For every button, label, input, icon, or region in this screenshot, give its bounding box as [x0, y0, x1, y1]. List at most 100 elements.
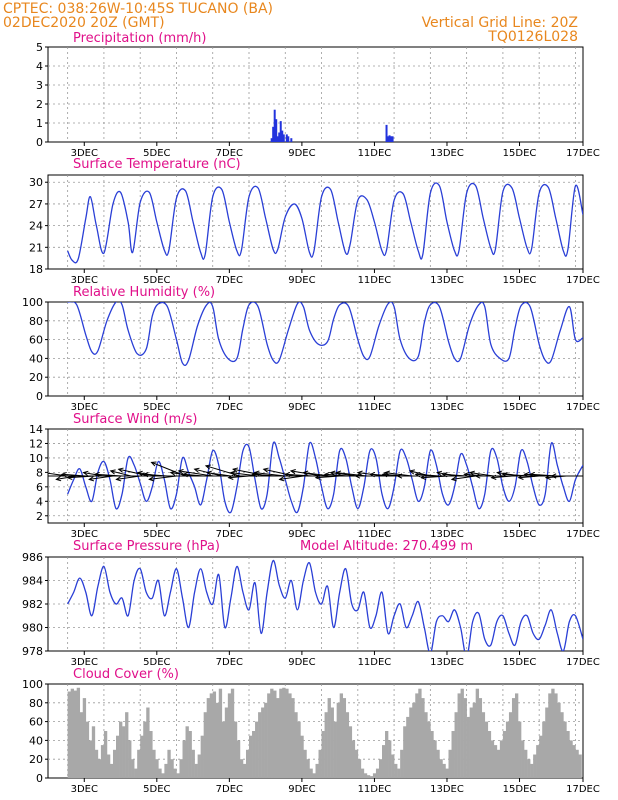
wind-arrow	[324, 473, 349, 477]
cloud-bar	[261, 707, 265, 778]
cloud-bar	[146, 707, 150, 778]
panel-frame	[47, 46, 584, 143]
wind-arrow-head	[517, 474, 524, 480]
x-tick-label: 3DEC	[71, 148, 98, 159]
cloud-bar	[167, 749, 171, 778]
cloud-bar	[524, 749, 528, 778]
wind-arrow	[279, 475, 304, 480]
cloud-bar	[67, 691, 71, 778]
cloud-bar	[490, 740, 495, 778]
plot-area	[67, 302, 583, 367]
cloud-bar	[276, 698, 280, 778]
x-tick-label: 5DEC	[143, 402, 170, 413]
y-tick-label: 40	[29, 352, 43, 365]
wind-arrow	[94, 473, 123, 477]
cloud-bar	[457, 693, 461, 778]
x-tick-label: 7DEC	[216, 529, 243, 540]
cloud-bar	[530, 763, 534, 778]
cloud-bar	[321, 731, 325, 778]
wind-arrow	[178, 470, 213, 477]
cloud-bar	[131, 759, 135, 778]
cloud-bar	[125, 712, 129, 778]
cloud-bar	[149, 731, 153, 778]
cloud-bar	[415, 693, 419, 778]
x-tick-label: 9DEC	[288, 529, 315, 540]
wind-arrow-head	[169, 470, 176, 476]
cloud-bar	[270, 688, 274, 778]
x-tick-label: 7DEC	[216, 402, 243, 413]
y-tick-label: 21	[29, 241, 43, 254]
cloud-bar	[536, 745, 540, 778]
x-tick-label: 7DEC	[216, 784, 243, 795]
cloud-bar	[288, 693, 292, 778]
cloud-bar	[499, 740, 504, 778]
cloud-bar	[103, 731, 108, 778]
wind-arrow	[116, 475, 141, 480]
x-tick-label: 17DEC	[566, 657, 600, 668]
cloud-bar	[560, 712, 564, 778]
wind-arrow	[228, 475, 250, 479]
wind-arrow	[285, 473, 313, 477]
cloud-bar	[406, 716, 410, 778]
wind-arrow-head	[420, 474, 427, 481]
cloud-bar	[85, 721, 90, 778]
cloud-bar	[433, 740, 437, 778]
cloud-bar	[357, 759, 362, 778]
cloud-bar	[318, 749, 322, 778]
y-tick-label: 10	[29, 452, 43, 465]
cloud-bar	[185, 726, 189, 778]
x-tick-label: 3DEC	[71, 784, 98, 795]
precip-bar	[272, 126, 275, 142]
y-tick-label: 27	[29, 198, 43, 211]
precip-bar	[385, 124, 388, 142]
x-tick-label: 15DEC	[503, 148, 537, 159]
cloud-bar	[300, 735, 304, 778]
cloud-bar	[158, 768, 162, 778]
cloud-bar	[363, 773, 368, 778]
x-tick-label: 9DEC	[288, 148, 315, 159]
wind-arrow-head	[474, 473, 481, 479]
cloud-bar	[230, 688, 235, 778]
cloud-bar	[518, 721, 522, 778]
x-tick-label: 5DEC	[143, 657, 170, 668]
wind-arrow-head	[523, 471, 530, 478]
cloud-bar	[394, 763, 398, 778]
wind-arrow-head	[356, 470, 363, 476]
cloud-bar	[378, 759, 383, 778]
panel-1: Surface Temperature (nC) 18 21 24 27 30 3DEC 5D…	[29, 157, 600, 286]
grid-note: Vertical Grid Line: 20Z	[422, 15, 578, 31]
x-tick-label: 17DEC	[566, 402, 600, 413]
x-tick-label: 13DEC	[430, 784, 464, 795]
y-tick-label: 6	[36, 481, 43, 494]
wind-arrow	[451, 475, 476, 480]
cloud-bar	[445, 768, 449, 778]
cloud-bar	[285, 688, 289, 778]
cloud-bar	[354, 749, 359, 778]
cloud-bar	[197, 754, 201, 778]
cloud-bar	[514, 693, 519, 778]
cloud-bar	[206, 698, 211, 778]
cloud-bar	[267, 693, 271, 778]
cloud-bar	[545, 707, 549, 778]
x-tick-label: 7DEC	[216, 275, 243, 286]
cloud-bar	[366, 775, 371, 778]
cloud-bar	[173, 768, 177, 778]
precip-bar	[285, 134, 288, 142]
x-tick-label: 13DEC	[430, 402, 464, 413]
wind-arrow-head	[314, 474, 321, 481]
y-tick-label: 60	[29, 334, 43, 347]
cloud-bar	[502, 731, 507, 778]
panel-4: Surface Pressure (hPa) Model Altitude: 27…	[22, 539, 600, 668]
cloud-bar	[466, 716, 470, 778]
cloud-bar	[170, 759, 174, 778]
cloud-bar	[245, 749, 250, 778]
cloud-bar	[215, 702, 220, 778]
x-tick-label: 15DEC	[503, 657, 537, 668]
station-info: CPTEC: 038:26W-10:45S TUCANO (BA)	[3, 1, 273, 17]
x-tick-label: 3DEC	[71, 657, 98, 668]
wind-arrow-head	[150, 461, 157, 467]
wind-arrow-head	[229, 470, 236, 476]
wind-arrow	[149, 475, 177, 480]
panel-2: Relative Humidity (%) 0 20 40 60 80 100 3DEC 5DE…	[22, 285, 600, 413]
cloud-bar	[324, 712, 328, 778]
